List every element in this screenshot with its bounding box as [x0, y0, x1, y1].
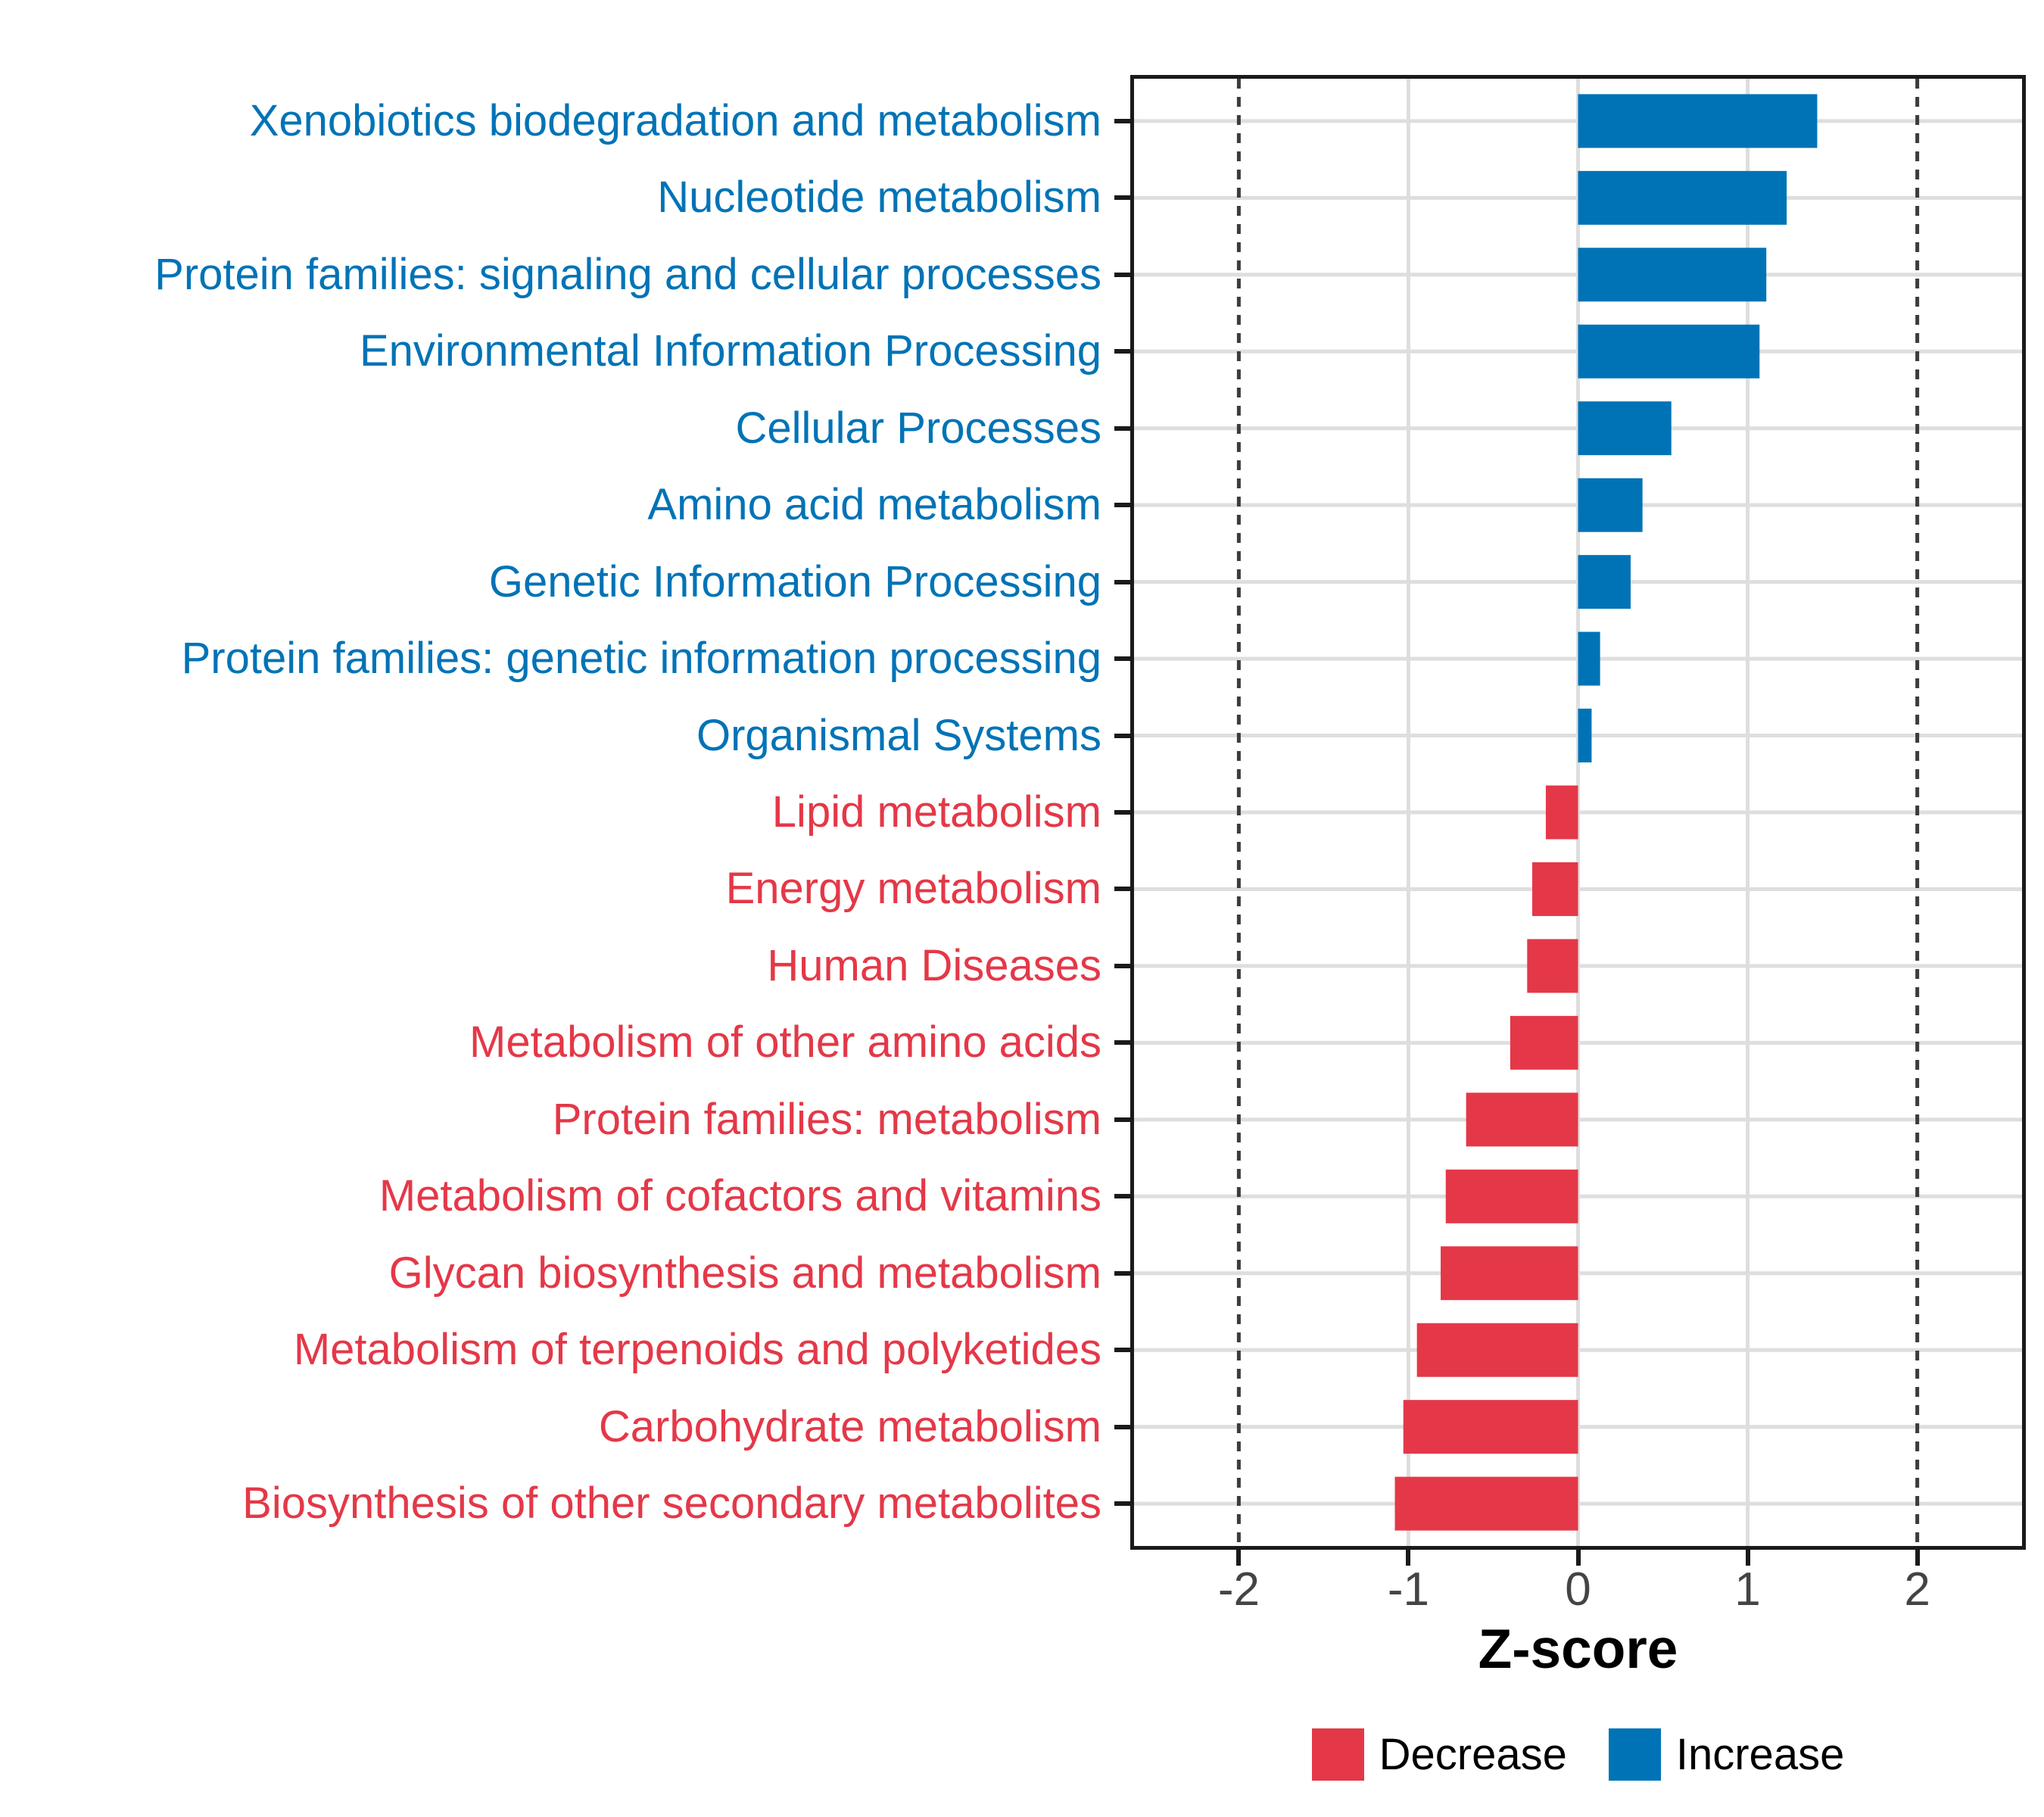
x-tick-mark — [1745, 1550, 1750, 1566]
bar — [1403, 1400, 1578, 1454]
bar — [1578, 324, 1760, 379]
y-tick-mark — [1114, 963, 1130, 968]
category-label: Nucleotide metabolism — [657, 173, 1101, 223]
y-tick-mark — [1114, 272, 1130, 277]
y-tick-mark — [1114, 733, 1130, 738]
bar — [1532, 862, 1578, 916]
category-label: Protein families: signaling and cellular… — [154, 249, 1101, 299]
bar — [1578, 94, 1818, 148]
y-tick-mark — [1114, 579, 1130, 584]
x-tick-label: 1 — [1734, 1563, 1761, 1616]
category-label: Protein families: metabolism — [552, 1094, 1101, 1144]
x-tick-label: 2 — [1904, 1563, 1930, 1616]
plot-area — [1134, 79, 2022, 1546]
y-tick-mark — [1114, 1040, 1130, 1046]
y-tick-mark — [1114, 349, 1130, 354]
legend: Decrease Increase — [1130, 1728, 2026, 1781]
legend-swatch-decrease — [1311, 1728, 1364, 1781]
y-tick-mark — [1114, 1117, 1130, 1122]
bar — [1578, 709, 1592, 763]
y-tick-mark — [1114, 118, 1130, 123]
y-tick-mark — [1114, 1270, 1130, 1276]
y-tick-mark — [1114, 503, 1130, 508]
x-tick-mark — [1915, 1550, 1920, 1566]
bar — [1510, 1015, 1578, 1070]
y-tick-mark — [1114, 1348, 1130, 1353]
bar — [1416, 1323, 1578, 1377]
category-label: Carbohydrate metabolism — [598, 1401, 1101, 1451]
category-label: Xenobiotics biodegradation and metabolis… — [249, 95, 1101, 145]
y-tick-mark — [1114, 1501, 1130, 1507]
bar — [1578, 401, 1672, 456]
bar — [1578, 555, 1631, 609]
category-label: Metabolism of other amino acids — [469, 1018, 1101, 1067]
y-tick-mark — [1114, 425, 1130, 431]
bar — [1578, 631, 1600, 686]
bar — [1545, 785, 1578, 840]
y-tick-mark — [1114, 1424, 1130, 1429]
category-label: Metabolism of terpenoids and polyketides — [293, 1325, 1101, 1375]
plot-panel — [1130, 75, 2026, 1550]
legend-item-increase: Increase — [1608, 1728, 1845, 1781]
bar — [1578, 478, 1643, 532]
category-label: Lipid metabolism — [771, 787, 1101, 837]
x-tick-mark — [1236, 1550, 1242, 1566]
x-tick-label: -1 — [1387, 1563, 1429, 1616]
y-tick-mark — [1114, 887, 1130, 892]
x-tick-label: -2 — [1217, 1563, 1260, 1616]
legend-swatch-increase — [1608, 1728, 1661, 1781]
x-tick-mark — [1575, 1550, 1581, 1566]
legend-label: Increase — [1675, 1730, 1845, 1779]
y-tick-mark — [1114, 195, 1130, 201]
category-label: Amino acid metabolism — [647, 480, 1101, 530]
x-tick-label: 0 — [1565, 1563, 1591, 1616]
bar — [1527, 939, 1578, 993]
y-tick-mark — [1114, 656, 1130, 662]
category-label: Genetic Information Processing — [488, 556, 1101, 606]
category-label: Environmental Information Processing — [359, 326, 1101, 376]
category-label: Cellular Processes — [735, 403, 1101, 453]
category-label: Glycan biosynthesis and metabolism — [388, 1248, 1101, 1298]
legend-label: Decrease — [1379, 1730, 1567, 1779]
bar — [1466, 1092, 1578, 1147]
x-axis-title: Z-score — [1478, 1619, 1678, 1680]
y-tick-mark — [1114, 810, 1130, 815]
category-label: Human Diseases — [767, 940, 1101, 990]
bar — [1394, 1476, 1578, 1531]
category-label: Organismal Systems — [696, 710, 1101, 760]
x-tick-mark — [1406, 1550, 1411, 1566]
y-tick-mark — [1114, 1194, 1130, 1199]
bar — [1441, 1246, 1578, 1301]
category-label: Energy metabolism — [725, 864, 1101, 914]
category-label: Metabolism of cofactors and vitamins — [379, 1171, 1101, 1221]
category-label: Biosynthesis of other secondary metaboli… — [242, 1479, 1101, 1529]
legend-item-decrease: Decrease — [1311, 1728, 1567, 1781]
bar — [1445, 1169, 1578, 1223]
bar — [1578, 170, 1787, 225]
category-label: Protein families: genetic information pr… — [181, 634, 1101, 684]
bar — [1578, 248, 1767, 302]
